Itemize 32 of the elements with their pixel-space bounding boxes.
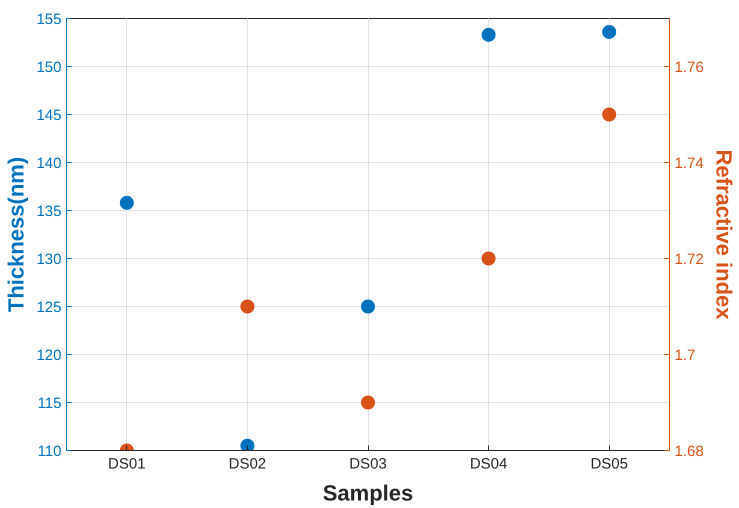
y2-tick-label: 1.7 <box>674 347 696 364</box>
y2-tick-label: 1.72 <box>674 251 704 268</box>
y-axis-title: Thickness(nm) <box>3 156 28 312</box>
y-tick-label: 135 <box>36 203 62 220</box>
x-tick-label: DS03 <box>349 456 387 472</box>
y-tick-label: 145 <box>36 107 62 124</box>
y2-tick-label: 1.76 <box>674 59 704 76</box>
point <box>240 438 254 450</box>
y-tick-label: 150 <box>36 59 62 76</box>
point <box>361 396 375 410</box>
x-tick-label: DS05 <box>590 456 628 472</box>
x-tick-label: DS04 <box>470 456 508 472</box>
point <box>240 300 254 314</box>
y-tick-label: 110 <box>38 443 62 460</box>
y-tick-label: 125 <box>36 299 62 316</box>
point <box>602 108 616 122</box>
point <box>482 28 496 42</box>
x-axis-title: Samples <box>322 480 414 506</box>
y-tick-label: 155 <box>36 11 62 28</box>
point <box>361 300 375 314</box>
y-tick-label: 120 <box>36 347 62 364</box>
x-tick-label: DS01 <box>108 456 146 472</box>
point <box>482 252 496 266</box>
point <box>120 196 134 210</box>
y2-tick-label: 1.68 <box>674 443 704 460</box>
point <box>602 24 616 39</box>
y-tick-label: 140 <box>36 155 62 172</box>
y-tick-label: 115 <box>38 395 62 412</box>
x-tick-label: DS02 <box>228 456 266 472</box>
y-tick-label: 130 <box>36 251 62 268</box>
y2-tick-label: 1.74 <box>674 155 704 172</box>
y2-axis-title: Refractive index <box>712 150 737 320</box>
